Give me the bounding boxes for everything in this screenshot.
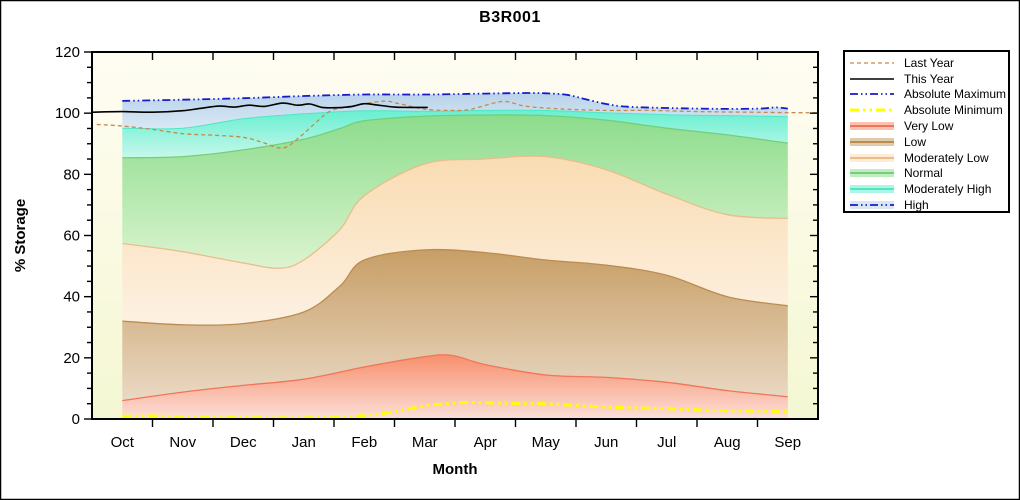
y-axis-title: % Storage [12, 199, 29, 272]
band-swatch-icon [849, 167, 897, 179]
x-tick-label: Oct [111, 434, 135, 451]
x-tick-label: Aug [714, 434, 741, 451]
x-tick-label: Jul [657, 434, 676, 451]
legend-item-last-year: Last Year [849, 55, 1008, 71]
x-axis-title: Month [433, 461, 478, 478]
x-tick-label: Sep [774, 434, 801, 451]
line-last-year [96, 100, 819, 149]
y-tick-label: 80 [63, 166, 80, 183]
legend-label: Very Low [904, 119, 954, 134]
legend-label: Moderately High [904, 182, 992, 197]
band-low [122, 249, 788, 401]
y-tick-label: 100 [55, 105, 80, 122]
line-swatch-icon [849, 57, 897, 69]
y-tick-label: 20 [63, 350, 80, 367]
x-tick-label: May [532, 434, 561, 451]
x-tick-label: Apr [474, 434, 497, 451]
x-tick-label: Feb [351, 434, 377, 451]
x-tick-label: Jun [594, 434, 618, 451]
band-moderately-high [122, 110, 788, 158]
y-tick-label: 0 [72, 411, 80, 428]
band-swatch-icon [849, 152, 897, 164]
x-tick-label: Mar [412, 434, 438, 451]
legend-item-moderately-high: Moderately High [849, 181, 1008, 197]
y-tick-label: 120 [55, 44, 80, 61]
band-edge-moderately-low [122, 155, 788, 269]
legend-item-high: High [849, 197, 1008, 213]
legend-label: This Year [904, 71, 955, 86]
band-swatch-icon [849, 183, 897, 195]
band-very-low [122, 354, 788, 419]
legend-label: High [904, 198, 929, 213]
legend-item-very-low: Very Low [849, 118, 1008, 134]
x-tick-label: Nov [169, 434, 196, 451]
band-swatch-icon [849, 120, 897, 132]
legend-item-absolute-maximum: Absolute Maximum [849, 87, 1008, 103]
line-swatch-icon [849, 104, 897, 116]
band-swatch-icon [849, 199, 897, 211]
y-tick-label: 60 [63, 228, 80, 245]
legend-label: Absolute Minimum [904, 103, 1003, 118]
axes [84, 51, 819, 427]
band-edge-very-low [122, 354, 788, 402]
legend-item-this-year: This Year [849, 71, 1008, 87]
x-tick-label: Jan [292, 434, 316, 451]
legend-label: Last Year [904, 55, 955, 70]
line-absolute-maximum [122, 92, 788, 110]
legend-item-moderately-low: Moderately Low [849, 150, 1008, 166]
line-swatch-icon [849, 73, 897, 85]
legend-item-normal: Normal [849, 166, 1008, 182]
x-tick-label: Dec [230, 434, 257, 451]
legend-item-absolute-minimum: Absolute Minimum [849, 102, 1008, 118]
band-moderately-low [122, 156, 788, 326]
band-edge-low [122, 248, 788, 326]
axis-labels: 0 20 40 60 80 100 120 Oct Nov Dec Jan Feb Mar Apr May J… [12, 44, 801, 478]
legend-box: Last Year This Year Absolute Maximum Absolu… [843, 50, 1010, 213]
band-edge-normal [122, 114, 788, 159]
y-tick-label: 40 [63, 289, 80, 306]
band-normal [122, 114, 788, 269]
legend-label: Absolute Maximum [904, 87, 1007, 102]
series-lines [91, 92, 819, 420]
chart-title: B3R001 [479, 9, 541, 26]
percentile-bands [122, 92, 788, 419]
legend-label: Moderately Low [904, 150, 989, 165]
legend-item-low: Low [849, 134, 1008, 150]
band-swatch-icon [849, 136, 897, 148]
line-swatch-icon [849, 88, 897, 100]
line-this-year [91, 102, 428, 114]
legend-label: Normal [904, 166, 943, 181]
legend-label: Low [904, 134, 927, 149]
band-edge-moderately-high [122, 109, 788, 130]
